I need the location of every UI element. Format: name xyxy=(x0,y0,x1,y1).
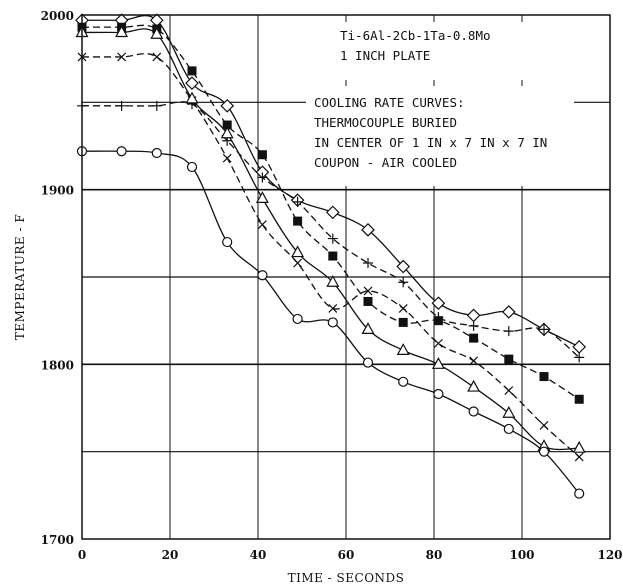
data-point-x xyxy=(222,153,232,163)
y-tick-label: 1700 xyxy=(41,533,74,547)
data-point-square xyxy=(293,216,303,226)
data-point-triangle xyxy=(291,245,305,258)
x-tick-label: 0 xyxy=(78,548,86,562)
data-point-plus xyxy=(398,277,409,288)
annotation-box: Ti-6Al-2Cb-1Ta-0.8Mo 1 INCH PLATE COOLIN… xyxy=(306,22,574,186)
x-tick-label: 40 xyxy=(250,548,267,562)
data-point-triangle xyxy=(502,405,516,418)
data-point-plus xyxy=(574,352,585,363)
data-point-x xyxy=(574,452,584,462)
data-point-plus xyxy=(468,320,479,331)
data-point-circle xyxy=(362,357,374,368)
x-tick-label: 60 xyxy=(338,548,355,562)
data-point-circle xyxy=(151,147,162,159)
data-point-square xyxy=(398,317,408,327)
data-point-triangle xyxy=(150,26,164,39)
x-tick-label: 20 xyxy=(162,548,179,562)
data-point-triangle xyxy=(361,322,375,334)
data-point-diamond xyxy=(501,305,516,319)
annotation-line-1: COOLING RATE CURVES: xyxy=(314,95,465,110)
data-point-x xyxy=(328,304,338,313)
data-point-diamond xyxy=(572,340,587,354)
data-point-circle xyxy=(468,406,479,417)
data-point-square xyxy=(574,394,584,404)
alloy-label: Ti-6Al-2Cb-1Ta-0.8Mo xyxy=(340,28,491,43)
data-point-plus xyxy=(151,100,162,111)
data-point-diamond xyxy=(396,259,411,274)
data-point-triangle xyxy=(255,191,269,203)
data-point-plus xyxy=(292,196,303,207)
data-point-triangle xyxy=(185,91,199,104)
data-point-circle xyxy=(222,236,233,248)
series-curve-x xyxy=(82,53,580,458)
data-point-circle xyxy=(257,270,268,281)
data-point-diamond xyxy=(185,76,199,90)
data-point-diamond xyxy=(466,308,481,323)
data-point-plus xyxy=(257,172,268,183)
data-point-x xyxy=(469,356,479,366)
annotation-line-4: COUPON - AIR COOLED xyxy=(314,155,457,170)
data-point-plus xyxy=(539,324,549,335)
data-point-square xyxy=(504,354,514,364)
data-point-triangle xyxy=(115,25,129,38)
y-tick-label: 1900 xyxy=(41,184,74,198)
data-point-diamond xyxy=(325,205,340,220)
data-point-plus xyxy=(327,233,338,244)
data-point-triangle xyxy=(326,274,340,287)
annotation-line-3: IN CENTER OF 1 IN x 7 IN x 7 IN xyxy=(314,135,547,150)
data-point-circle xyxy=(538,446,550,457)
data-point-triangle xyxy=(220,126,234,139)
annotation-line-2: THERMOCOUPLE BURIED xyxy=(314,115,457,130)
data-point-plus xyxy=(363,258,373,269)
data-point-square xyxy=(539,372,549,382)
y-axis-title: TEMPERATURE - F xyxy=(13,214,27,340)
data-point-triangle xyxy=(467,379,481,392)
data-point-circle xyxy=(574,488,585,499)
data-point-diamond xyxy=(431,296,446,311)
data-point-square xyxy=(187,66,197,76)
series-curve-plus xyxy=(82,101,580,358)
plot-frame xyxy=(81,14,611,540)
data-point-x xyxy=(433,338,443,348)
data-point-plus xyxy=(116,100,127,111)
data-point-triangle xyxy=(572,440,586,453)
x-tick-label: 120 xyxy=(597,548,622,562)
data-point-square xyxy=(433,316,443,326)
data-point-triangle xyxy=(431,357,445,369)
y-tick-label: 1800 xyxy=(41,358,74,372)
data-point-x xyxy=(152,52,162,62)
data-point-x xyxy=(257,220,267,230)
data-point-square xyxy=(469,333,479,343)
data-point-square xyxy=(222,120,232,130)
data-point-square xyxy=(363,296,373,306)
data-point-triangle xyxy=(396,343,410,355)
data-point-x xyxy=(398,304,408,313)
y-tick-label: 2000 xyxy=(41,9,74,23)
data-point-circle xyxy=(327,317,338,328)
data-point-circle xyxy=(433,388,444,400)
data-point-x xyxy=(539,421,549,430)
data-point-circle xyxy=(292,313,303,325)
x-tick-label: 100 xyxy=(509,548,534,562)
data-point-circle xyxy=(116,146,127,157)
data-point-x xyxy=(363,286,373,296)
data-point-x xyxy=(504,386,514,395)
markers xyxy=(75,13,587,499)
data-point-diamond xyxy=(220,98,235,113)
data-point-x xyxy=(293,258,303,268)
data-point-diamond xyxy=(361,222,375,237)
data-point-x xyxy=(117,52,127,62)
data-point-circle xyxy=(398,376,409,387)
x-axis-title: TIME - SECONDS xyxy=(288,571,405,585)
x-tick-label: 80 xyxy=(426,548,443,562)
data-point-circle xyxy=(503,423,514,435)
plate-label: 1 INCH PLATE xyxy=(340,48,430,63)
data-point-square xyxy=(328,251,338,261)
data-point-circle xyxy=(186,161,198,173)
data-point-plus xyxy=(503,326,514,337)
data-point-square xyxy=(257,150,267,160)
ticks: 0 20 40 60 80 100 120 1700 1800 1900 2000 xyxy=(41,9,623,562)
